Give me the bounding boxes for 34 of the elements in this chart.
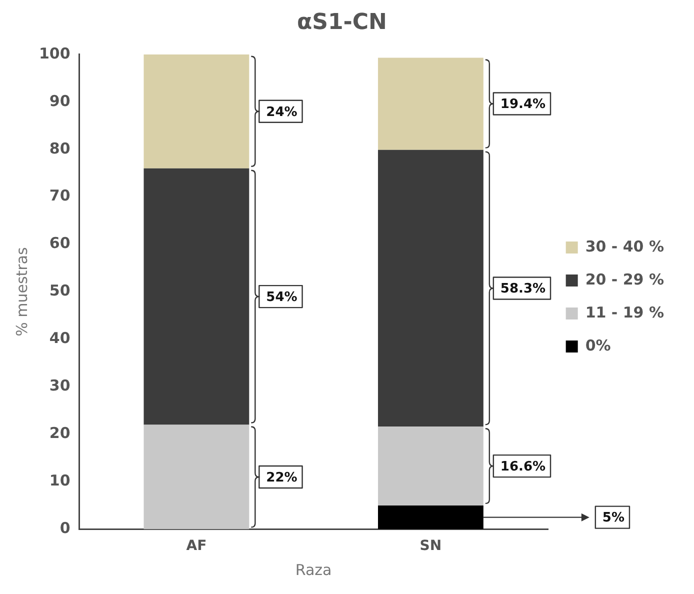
- y-axis-title: % muestras: [12, 247, 31, 336]
- bar: [378, 505, 484, 530]
- y-tick-label: 60: [49, 234, 70, 252]
- x-tick-label: AF: [186, 538, 207, 554]
- y-tick-label: 80: [49, 139, 70, 158]
- bar: [378, 150, 484, 427]
- y-tick-label: 10: [49, 472, 70, 490]
- annotation: 19.4%: [500, 97, 546, 112]
- x-axis-title: Raza: [295, 560, 332, 579]
- x-tick-label: SN: [420, 538, 442, 554]
- annotation: 58.3%: [500, 282, 546, 297]
- annotation: 24%: [266, 104, 298, 120]
- annotation: 22%: [266, 470, 298, 486]
- legend-label: 11 - 19 %: [585, 303, 664, 322]
- legend-label: 20 - 29 %: [585, 270, 664, 288]
- y-tick-label: 50: [49, 282, 70, 300]
- annotation: 54%: [266, 290, 298, 305]
- y-tick-label: 70: [49, 186, 70, 205]
- y-tick-label: 30: [49, 376, 70, 395]
- y-tick-label: 100: [39, 44, 70, 62]
- bar: [144, 424, 250, 530]
- bar: [378, 426, 484, 506]
- y-tick-label: 0: [60, 519, 70, 538]
- y-tick-label: 40: [49, 329, 70, 348]
- text: 5%: [602, 510, 624, 526]
- y-tick-label: 20: [49, 424, 70, 442]
- bar: [378, 58, 484, 150]
- chart-title: αS1-CN: [297, 10, 387, 35]
- y-tick-label: 90: [49, 92, 70, 110]
- legend-label: 30 - 40 %: [585, 237, 664, 256]
- bar: [144, 168, 250, 425]
- bar: [144, 54, 250, 168]
- legend-label: 0%: [585, 336, 611, 354]
- annotation: 16.6%: [500, 459, 546, 474]
